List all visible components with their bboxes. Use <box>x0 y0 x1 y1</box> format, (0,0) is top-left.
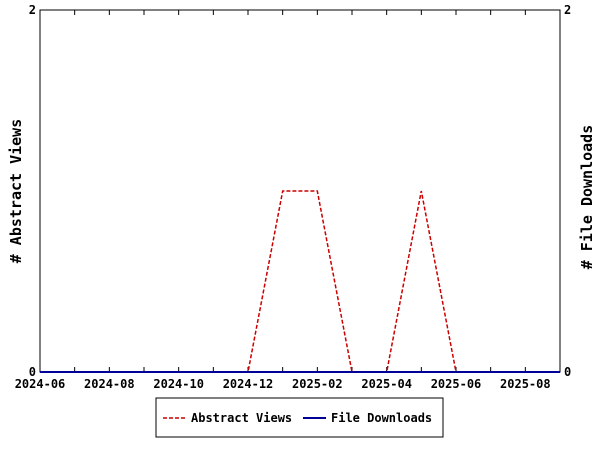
x-tick-label: 2025-04 <box>361 377 412 391</box>
x-tick-label: 2025-06 <box>431 377 482 391</box>
x-tick-label: 2024-10 <box>153 377 204 391</box>
y-tick-label-left: 2 <box>29 3 36 17</box>
y-axis-title-right: # File Downloads <box>578 125 596 270</box>
legend-label-abstract-views: Abstract Views <box>191 411 292 425</box>
x-tick-label: 2025-02 <box>292 377 343 391</box>
x-tick-label: 2024-12 <box>223 377 274 391</box>
y-tick-label-right: 2 <box>564 3 571 17</box>
y-tick-label-right: 0 <box>564 365 571 379</box>
legend-box <box>155 397 444 438</box>
x-tick-label: 2025-08 <box>500 377 551 391</box>
series-layer <box>40 190 560 373</box>
y-axis-title-left: # Abstract Views <box>7 119 25 264</box>
legend-label-file-downloads: File Downloads <box>331 411 432 425</box>
x-tick-label: 2024-08 <box>84 377 135 391</box>
legend: Abstract Views File Downloads <box>155 397 444 438</box>
x-tick-label: 2024-06 <box>15 377 66 391</box>
y-tick-label-left: 0 <box>29 365 36 379</box>
